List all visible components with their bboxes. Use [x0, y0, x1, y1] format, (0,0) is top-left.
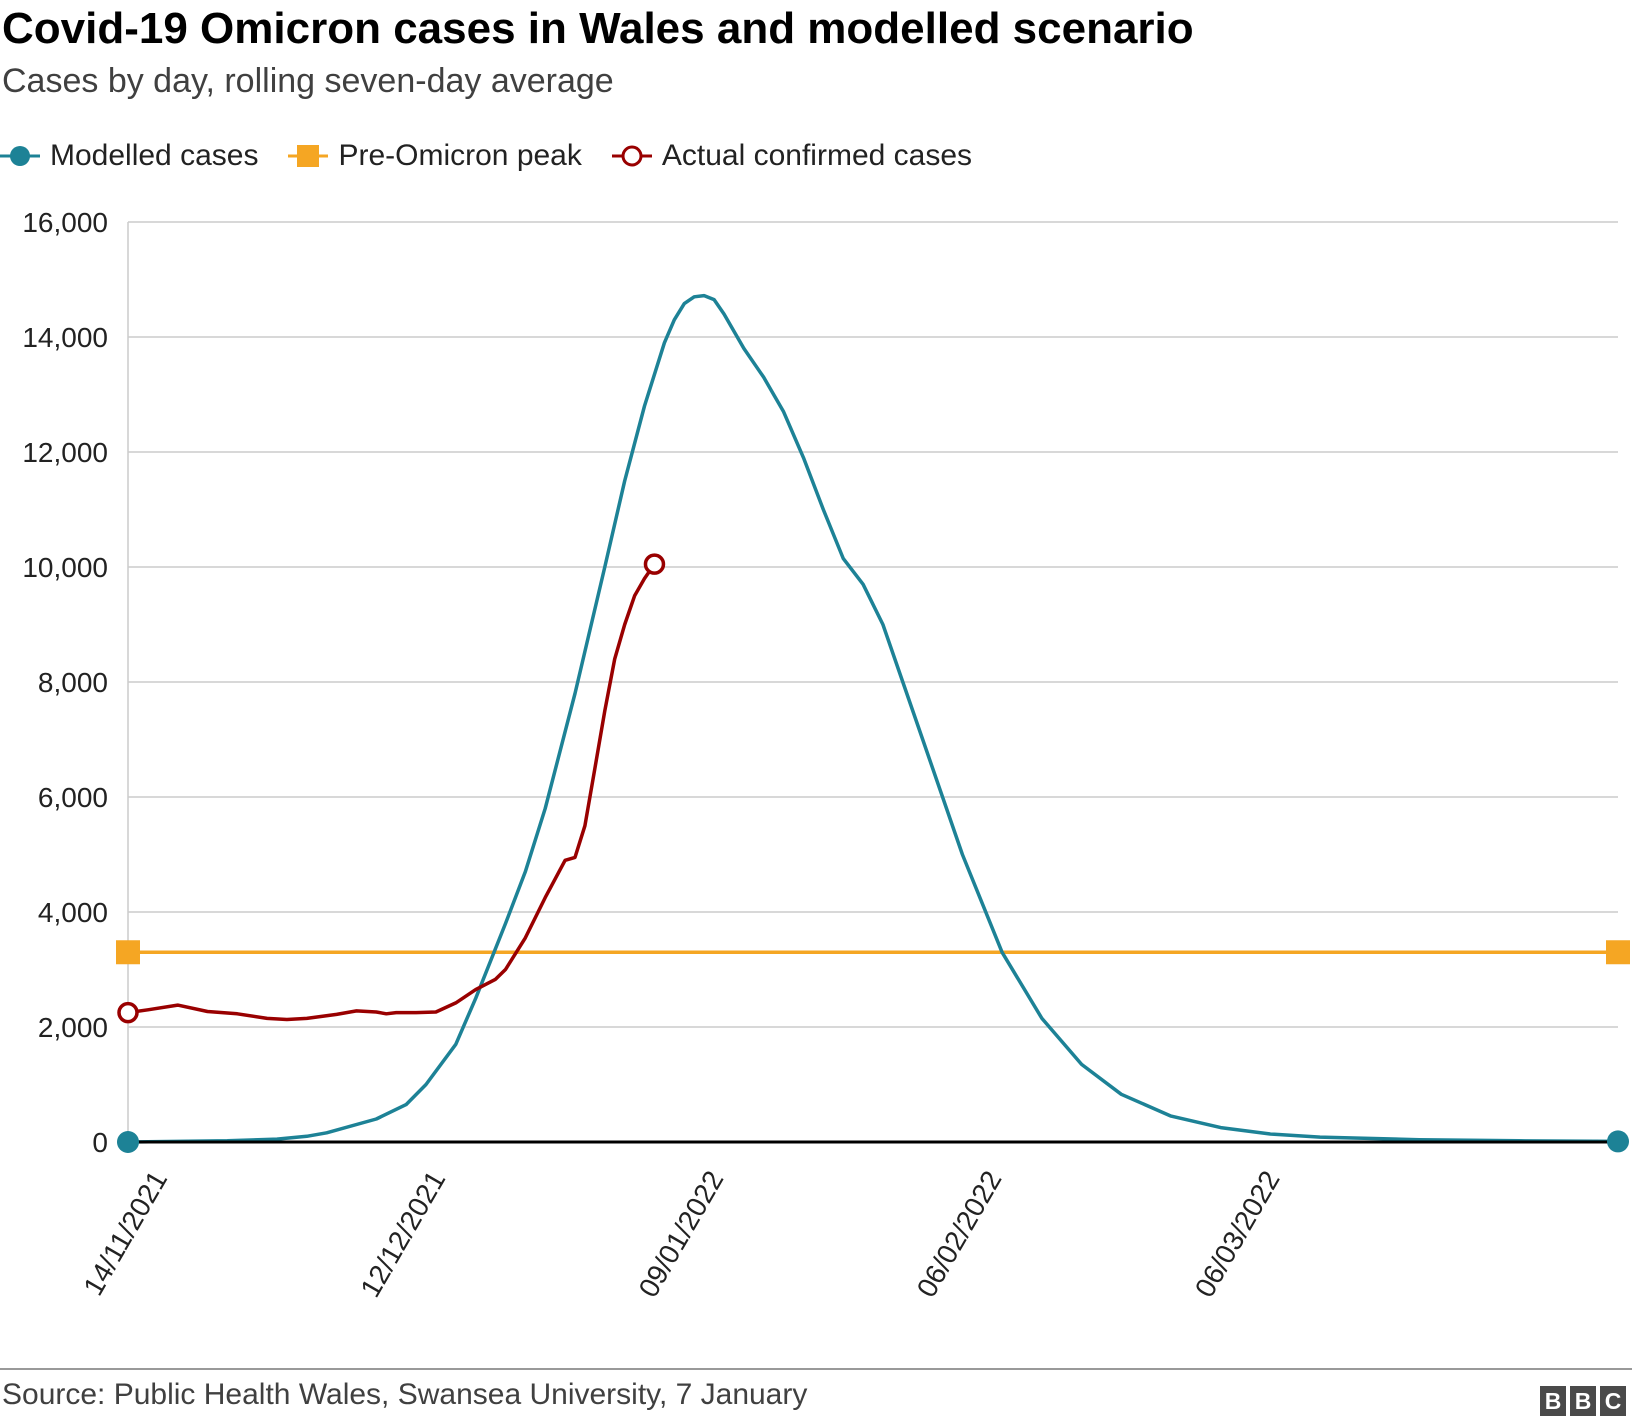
- series: [126, 293, 1620, 1144]
- series-line-modelled: [126, 293, 1620, 1144]
- y-tick-label: 6,000: [38, 782, 108, 813]
- line-chart: 0 2,000 4,000 6,000 8,000 10,000 12,000 14,000 1…: [22, 207, 1630, 1303]
- x-tick-label: 09/01/2022: [633, 1166, 730, 1303]
- legend-marker-pre-omicron: [288, 145, 329, 167]
- chart-title: Covid-19 Omicron cases in Wales and mode…: [2, 4, 1194, 53]
- pre-omicron-marker: [1606, 940, 1630, 965]
- legend-marker-actual: [611, 145, 652, 167]
- bbc-logo-letter: B: [1540, 1386, 1566, 1416]
- legend-label-pre-omicron: Pre-Omicron peak: [338, 139, 582, 172]
- y-tick-label: 12,000: [22, 437, 108, 468]
- bbc-logo-letter: B: [1570, 1386, 1596, 1416]
- source-note: Source: Public Health Wales, Swansea Uni…: [2, 1378, 808, 1411]
- pre-omicron-marker: [116, 940, 140, 965]
- series-line-actual: [126, 562, 657, 1022]
- y-tick-label: 10,000: [22, 552, 108, 583]
- x-tick-label: 06/02/2022: [911, 1166, 1008, 1303]
- modelled-marker: [1607, 1130, 1629, 1153]
- y-tick-label: 14,000: [22, 322, 108, 353]
- y-tick-label: 4,000: [38, 897, 108, 928]
- y-tick-label: 16,000: [22, 207, 108, 238]
- y-tick-label: 0: [92, 1127, 108, 1158]
- y-tick-label: 8,000: [38, 667, 108, 698]
- legend: Modelled cases Pre-Omicron peak Actual c…: [0, 136, 1002, 176]
- modelled-marker: [117, 1131, 139, 1153]
- bbc-logo-letter: C: [1600, 1386, 1626, 1416]
- legend-label-actual: Actual confirmed cases: [661, 139, 973, 172]
- x-axis-labels: 14/11/2021 12/12/2021 09/01/2022 06/02/2022…: [77, 1166, 1285, 1303]
- actual-marker: [117, 1001, 139, 1024]
- legend-item-pre-omicron: Pre-Omicron peak: [288, 139, 582, 173]
- legend-item-modelled: Modelled cases: [0, 139, 258, 173]
- chart-subtitle: Cases by day, rolling seven-day average: [2, 62, 614, 100]
- legend-label-modelled: Modelled cases: [50, 139, 259, 172]
- legend-item-actual: Actual confirmed cases: [611, 139, 973, 173]
- x-tick-label: 12/12/2021: [354, 1166, 451, 1303]
- x-tick-label: 14/11/2021: [77, 1166, 173, 1301]
- footer-divider: [0, 1368, 1632, 1370]
- bbc-logo: B B C: [1540, 1386, 1626, 1416]
- actual-marker: [643, 553, 666, 575]
- gridlines: [127, 221, 1618, 1142]
- y-axis-labels: 0 2,000 4,000 6,000 8,000 10,000 12,000 14,000 1…: [22, 207, 108, 1158]
- legend-marker-modelled: [0, 146, 40, 166]
- x-tick-label: 06/03/2022: [1189, 1166, 1286, 1303]
- y-tick-label: 2,000: [38, 1012, 108, 1043]
- series-markers: [116, 553, 1630, 1153]
